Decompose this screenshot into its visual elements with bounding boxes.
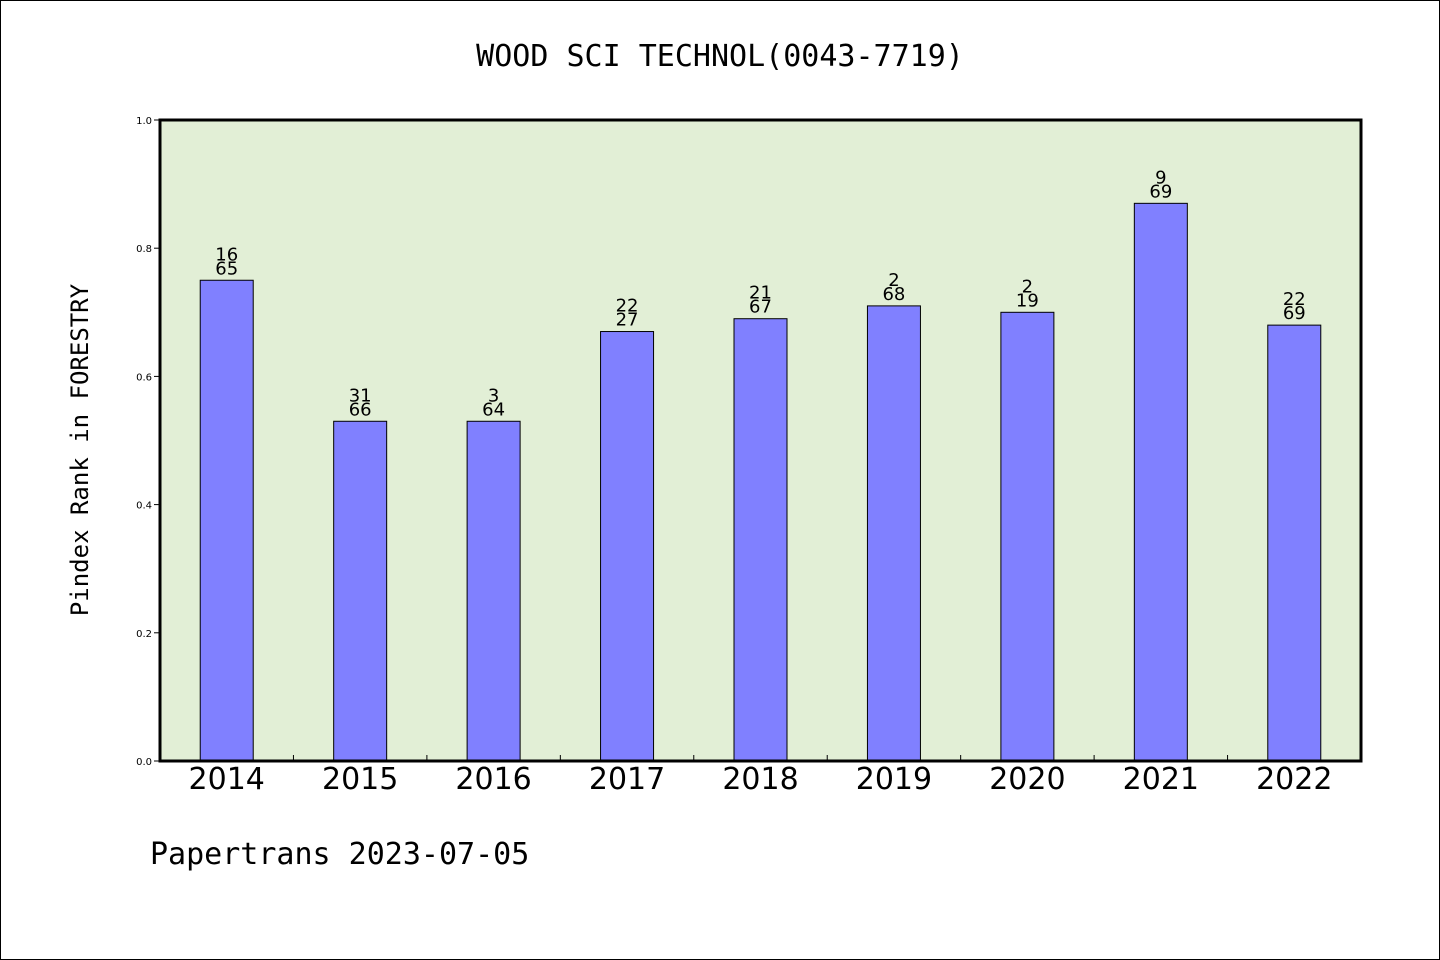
x-tick-label-2014: 2014: [189, 762, 265, 797]
bar-2019: [866, 305, 921, 762]
data-label-rank-2021: 9: [1155, 167, 1166, 188]
bar-2017: [600, 331, 655, 762]
bar-2021: [1133, 202, 1188, 762]
x-tick-label-2018: 2018: [722, 762, 798, 797]
x-tick-label-2021: 2021: [1123, 762, 1199, 797]
x-tick-label-2020: 2020: [989, 762, 1065, 797]
data-label-rank-2014: 16: [215, 244, 238, 265]
chart-title: WOOD SCI TECHNOL(0043-7719): [476, 39, 964, 74]
y-tick-label: 0.0: [136, 757, 152, 768]
data-label-total-2017: 27: [616, 310, 639, 331]
x-tick-label-2019: 2019: [856, 762, 932, 797]
data-label-total-2015: 66: [349, 399, 372, 420]
bar-2020: [1000, 311, 1055, 762]
footer-text: Papertrans 2023-07-05: [150, 837, 529, 872]
y-ticks-layer: 0.0 0.2 0.4 0.6 0.8 1.0: [136, 116, 160, 768]
data-label-rank-2019: 2: [888, 270, 899, 291]
data-label-rank-2018: 21: [749, 283, 772, 304]
data-label-rank-2020: 2: [1022, 276, 1033, 297]
bar-2014: [199, 279, 254, 762]
data-label-rank-2015: 31: [349, 385, 372, 406]
y-tick-label: 0.6: [136, 372, 152, 383]
bar-2016: [466, 420, 521, 762]
data-label-total-2019: 68: [882, 284, 905, 305]
y-tick-label: 1.0: [136, 116, 152, 127]
bar-2015: [333, 420, 388, 762]
data-label-rank-2022: 22: [1283, 289, 1306, 310]
data-label-rank-2017: 22: [616, 296, 639, 317]
x-tick-label-2022: 2022: [1256, 762, 1332, 797]
data-label-total-2016: 64: [482, 399, 505, 420]
y-tick-label: 0.2: [136, 629, 152, 640]
bar-2018: [733, 318, 788, 762]
x-ticks-layer: 2014 2015 2016 2017 2018 2019 2020 2021 2022: [189, 755, 1332, 797]
data-label-total-2022: 69: [1283, 303, 1306, 324]
data-label-total-2020: 19: [1016, 290, 1039, 311]
bars-layer: [199, 202, 1322, 762]
y-tick-label: 0.4: [136, 501, 152, 512]
x-tick-label-2015: 2015: [322, 762, 398, 797]
plot-border: [158, 118, 1363, 763]
data-label-total-2021: 69: [1149, 181, 1172, 202]
data-label-rank-2016: 3: [488, 385, 499, 406]
x-tick-label-2016: 2016: [455, 762, 531, 797]
data-label-total-2014: 65: [215, 258, 238, 279]
x-tick-label-2017: 2017: [589, 762, 665, 797]
bar-2022: [1267, 324, 1322, 762]
y-axis-label: Pindex Rank in FORESTRY: [66, 283, 94, 616]
data-label-total-2018: 67: [749, 297, 772, 318]
y-tick-label: 0.8: [136, 244, 152, 255]
